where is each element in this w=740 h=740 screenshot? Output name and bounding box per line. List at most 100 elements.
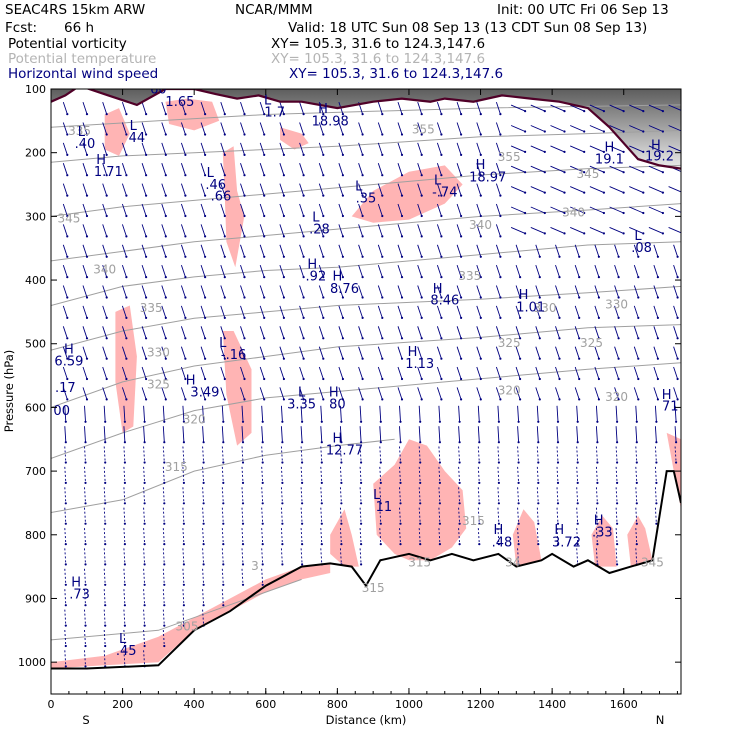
wind-vector: [161, 366, 167, 380]
wind-arrowhead: [460, 276, 463, 279]
wind-arrowhead: [105, 174, 108, 177]
wind-vector: [574, 366, 580, 380]
wind-vector: [629, 206, 644, 214]
wind-vector: [221, 405, 224, 422]
wind-arrowhead: [125, 357, 128, 360]
wind-arrowhead: [204, 337, 207, 340]
wind-vector: [299, 244, 305, 257]
wind-vector: [595, 405, 598, 422]
wind-vector: [259, 387, 265, 400]
wind-arrowhead: [440, 153, 443, 156]
wind-vector: [397, 244, 403, 257]
wind-vector: [62, 224, 68, 237]
wind-vector: [654, 426, 657, 443]
wind-arrowhead: [538, 337, 541, 340]
wind-vector: [436, 305, 442, 319]
wind-arrowhead: [184, 398, 187, 401]
wind-arrowhead: [519, 398, 522, 401]
wind-arrowhead: [164, 296, 167, 299]
wind-arrowhead: [479, 357, 482, 360]
theta-contour-315: [51, 438, 395, 513]
wind-vector: [456, 366, 462, 380]
wind-vector: [477, 405, 480, 422]
wind-vector: [476, 326, 482, 339]
wind-arrowhead: [642, 171, 645, 174]
wind-vector: [338, 366, 344, 380]
wind-arrowhead: [84, 502, 87, 505]
wind-arrowhead: [597, 398, 601, 401]
wind-arrowhead: [460, 174, 463, 177]
wind-arrowhead: [438, 502, 441, 505]
wind-vector: [161, 326, 167, 339]
wind-arrowhead: [419, 461, 422, 464]
wind-vector: [241, 548, 244, 565]
wind-arrowhead: [460, 194, 463, 197]
wind-arrowhead: [479, 235, 482, 238]
wind-arrowhead: [538, 255, 541, 258]
pv-marker-label: .92: [306, 270, 327, 285]
wind-arrowhead: [576, 502, 579, 505]
wind-arrowhead: [543, 130, 546, 133]
wind-arrowhead: [524, 211, 527, 215]
wind-arrowhead: [184, 133, 187, 136]
wind-arrowhead: [125, 214, 128, 218]
wind-vector: [594, 244, 600, 257]
wind-vector: [436, 142, 442, 156]
wind-arrowhead: [282, 377, 285, 381]
wind-vector: [180, 326, 186, 339]
y-tick-label: 600: [25, 401, 46, 414]
wind-vector: [635, 487, 638, 504]
wind-arrowhead: [125, 276, 128, 279]
wind-vector: [397, 285, 403, 298]
wind-arrowhead: [202, 604, 205, 607]
wind-arrowhead: [499, 255, 502, 258]
wind-arrowhead: [381, 174, 384, 177]
wind-vector: [476, 305, 482, 319]
wind-arrowhead: [263, 255, 266, 258]
wind-vector: [574, 305, 580, 319]
wind-vector: [161, 163, 167, 176]
wind-arrowhead: [460, 337, 463, 340]
wind-arrowhead: [597, 316, 601, 319]
wind-vector: [318, 264, 324, 278]
wind-vector: [476, 203, 482, 217]
wind-arrowhead: [616, 441, 619, 444]
wind-arrowhead: [204, 296, 207, 299]
wind-arrowhead: [320, 420, 323, 423]
wind-arrowhead: [440, 255, 443, 258]
wind-vector: [555, 305, 560, 319]
wind-vector: [456, 203, 462, 217]
wind-vector: [141, 122, 147, 135]
wind-vector: [141, 203, 147, 217]
pv-marker-label: L: [130, 119, 138, 134]
wind-vector: [338, 305, 344, 319]
wind-arrowhead: [85, 194, 89, 197]
wind-arrowhead: [184, 357, 187, 360]
wind-vector: [436, 264, 442, 278]
wind-vector: [123, 507, 126, 524]
wind-vector: [397, 101, 403, 115]
pv-region: [165, 98, 220, 131]
wind-vector: [377, 122, 383, 135]
wind-arrowhead: [341, 276, 344, 279]
wind-vector: [438, 405, 441, 422]
wind-vector: [417, 183, 423, 196]
wind-arrowhead: [438, 522, 441, 525]
wind-arrowhead: [596, 543, 599, 546]
wind-vector: [338, 142, 344, 156]
wind-vector: [535, 305, 541, 319]
wind-vector: [64, 466, 67, 483]
wind-arrowhead: [263, 235, 266, 238]
wind-vector: [220, 305, 226, 319]
wind-vector: [456, 305, 462, 319]
pv-marker-label: .08: [631, 241, 652, 256]
wind-vector: [436, 163, 442, 176]
wind-vector: [338, 224, 344, 237]
wind-vector: [64, 650, 67, 667]
wind-vector: [339, 426, 342, 443]
wind-arrowhead: [420, 255, 423, 258]
wind-arrowhead: [519, 255, 522, 258]
wind-arrowhead: [578, 276, 581, 279]
wind-arrowhead: [261, 481, 264, 484]
wind-arrowhead: [223, 153, 226, 156]
